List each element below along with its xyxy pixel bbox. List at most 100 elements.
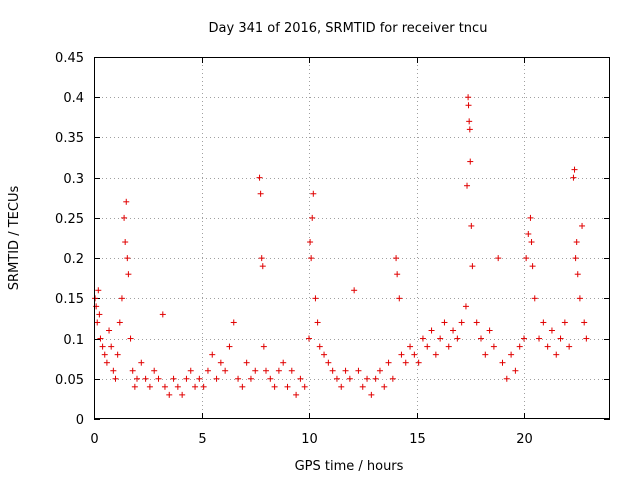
data-point <box>310 190 317 197</box>
data-point <box>259 263 266 270</box>
data-point <box>127 335 134 342</box>
data-point <box>458 319 465 326</box>
data-point <box>159 311 166 318</box>
data-point <box>342 367 349 374</box>
data-point <box>516 343 523 350</box>
data-point <box>174 383 181 390</box>
data-point <box>301 383 308 390</box>
data-point <box>293 391 300 398</box>
data-point <box>307 239 314 246</box>
data-point <box>329 367 336 374</box>
data-point <box>280 359 287 366</box>
data-point <box>486 327 493 334</box>
data-point <box>376 367 383 374</box>
x-tick-label: 15 <box>409 432 426 447</box>
data-point <box>561 319 568 326</box>
data-point <box>260 343 267 350</box>
data-point <box>579 222 586 229</box>
data-point <box>125 271 132 278</box>
data-point <box>288 367 295 374</box>
data-point <box>209 351 216 358</box>
data-point <box>454 335 461 342</box>
data-point <box>359 383 366 390</box>
data-point <box>437 335 444 342</box>
data-point <box>166 391 173 398</box>
data-point <box>124 255 131 262</box>
data-point <box>490 343 497 350</box>
data-point <box>297 375 304 382</box>
data-point <box>572 255 579 262</box>
data-point <box>464 182 471 189</box>
data-point <box>389 375 396 382</box>
data-point <box>364 375 371 382</box>
data-point <box>531 295 538 302</box>
data-point <box>134 375 140 382</box>
data-point <box>394 271 401 278</box>
data-point <box>465 94 472 101</box>
data-point <box>499 359 506 366</box>
data-point <box>222 367 229 374</box>
data-point <box>97 335 104 342</box>
data-point <box>544 343 551 350</box>
x-axis: 0 5 10 15 20 <box>90 57 533 447</box>
data-point <box>495 255 502 262</box>
data-point <box>402 359 409 366</box>
data-point <box>235 375 242 382</box>
y-tick-label: 0.1 <box>63 333 84 348</box>
data-point <box>325 359 332 366</box>
data-point <box>393 255 400 262</box>
data-point <box>523 255 530 262</box>
y-tick-label: 0.4 <box>63 91 84 106</box>
data-point <box>503 375 510 382</box>
data-point <box>118 295 125 302</box>
data-point <box>469 263 476 270</box>
data-point <box>94 319 101 326</box>
data-point <box>424 343 431 350</box>
data-point <box>108 343 115 350</box>
data-point <box>450 327 457 334</box>
data-point <box>570 174 577 181</box>
data-point <box>465 102 472 109</box>
data-point <box>528 239 535 246</box>
data-point <box>321 351 328 358</box>
data-point <box>473 319 480 326</box>
data-point <box>432 351 439 358</box>
data-point <box>462 303 469 310</box>
data-point <box>312 295 319 302</box>
data-point <box>467 158 474 165</box>
data-point <box>121 214 128 221</box>
data-point <box>196 375 203 382</box>
data-point <box>99 343 106 350</box>
data-point <box>381 383 388 390</box>
data-point <box>396 295 403 302</box>
data-point <box>351 287 358 294</box>
data-point <box>257 190 264 197</box>
data-point <box>187 367 194 374</box>
data-point <box>527 214 534 221</box>
y-axis-label: SRMTID / TECUs <box>7 186 22 291</box>
data-point <box>243 359 250 366</box>
data-point <box>170 375 177 382</box>
data-point <box>571 166 578 173</box>
data-point <box>512 367 519 374</box>
data-point <box>112 375 119 382</box>
data-point <box>122 239 129 246</box>
data-point <box>217 359 224 366</box>
data-point <box>110 367 117 374</box>
data-point <box>263 367 269 374</box>
data-point <box>525 230 532 237</box>
data-point <box>309 214 316 221</box>
y-tick-label: 0 <box>76 413 84 428</box>
data-point <box>398 351 405 358</box>
data-point <box>574 271 581 278</box>
data-point <box>316 343 323 350</box>
data-point <box>557 335 564 342</box>
data-point <box>338 383 345 390</box>
data-point <box>368 391 375 398</box>
data-point <box>333 375 340 382</box>
data-point <box>271 383 278 390</box>
x-tick-label: 0 <box>90 432 98 447</box>
data-point <box>151 367 158 374</box>
data-point <box>142 375 149 382</box>
